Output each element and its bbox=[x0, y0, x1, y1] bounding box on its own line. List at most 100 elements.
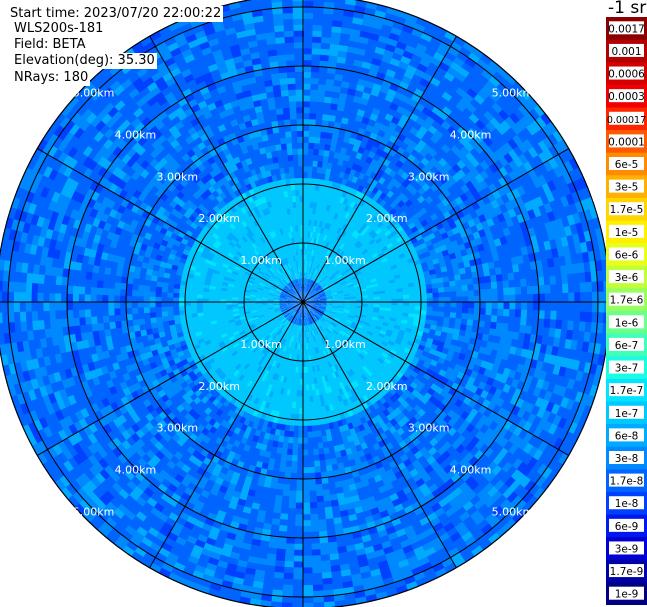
data-cell bbox=[306, 306, 312, 312]
data-cell bbox=[315, 489, 324, 497]
data-cell bbox=[310, 189, 316, 197]
data-cell bbox=[291, 219, 296, 227]
data-cell bbox=[360, 256, 368, 263]
data-cell bbox=[244, 312, 252, 317]
data-cell bbox=[293, 293, 299, 299]
data-cell bbox=[344, 297, 351, 300]
data-cell bbox=[252, 316, 259, 321]
data-cell bbox=[303, 283, 305, 291]
data-cell bbox=[329, 314, 336, 318]
data-cell bbox=[185, 317, 193, 323]
data-cell bbox=[329, 224, 335, 231]
data-cell bbox=[321, 405, 327, 413]
data-cell bbox=[261, 303, 268, 305]
data-cell bbox=[250, 288, 258, 293]
data-cell bbox=[286, 327, 291, 335]
data-cell bbox=[286, 340, 291, 348]
data-cell bbox=[375, 360, 383, 368]
data-cell bbox=[351, 265, 359, 271]
data-cell bbox=[230, 350, 238, 357]
data-cell bbox=[306, 291, 311, 298]
data-cell bbox=[243, 211, 251, 219]
data-cell bbox=[346, 226, 354, 234]
data-cell bbox=[271, 273, 277, 280]
data-cell bbox=[408, 305, 416, 311]
data-cell bbox=[346, 377, 354, 385]
data-cell bbox=[270, 244, 276, 251]
data-cell bbox=[311, 288, 317, 294]
data-cell bbox=[208, 248, 217, 255]
data-cell bbox=[287, 262, 292, 270]
data-cell bbox=[236, 275, 243, 280]
data-cell bbox=[336, 274, 343, 280]
data-cell bbox=[278, 275, 284, 281]
data-cell bbox=[350, 236, 357, 244]
data-cell bbox=[190, 289, 198, 295]
data-cell bbox=[285, 285, 291, 291]
data-cell bbox=[320, 317, 326, 323]
data-cell bbox=[317, 358, 321, 366]
data-cell bbox=[291, 348, 295, 355]
data-cell bbox=[336, 369, 342, 377]
data-cell bbox=[367, 302, 375, 305]
data-cell bbox=[221, 366, 229, 374]
data-cell bbox=[314, 304, 321, 308]
data-cell bbox=[295, 324, 299, 332]
data-cell bbox=[320, 233, 326, 241]
data-cell bbox=[291, 311, 297, 317]
data-cell bbox=[259, 345, 266, 353]
data-cell bbox=[317, 190, 323, 198]
data-cell bbox=[327, 416, 334, 424]
data-cell bbox=[324, 173, 331, 181]
data-cell bbox=[290, 310, 296, 316]
data-cell bbox=[195, 360, 203, 368]
data-cell bbox=[417, 271, 425, 278]
data-cell bbox=[373, 254, 381, 261]
data-cell bbox=[235, 321, 243, 327]
data-cell bbox=[190, 293, 198, 299]
data-cell bbox=[308, 297, 315, 300]
data-cell bbox=[198, 255, 207, 263]
data-cell bbox=[279, 306, 286, 309]
data-cell bbox=[267, 307, 275, 310]
data-cell bbox=[285, 257, 290, 264]
data-cell bbox=[394, 258, 402, 265]
data-cell bbox=[408, 290, 416, 296]
data-cell bbox=[318, 333, 323, 340]
data-cell bbox=[335, 357, 341, 364]
data-cell bbox=[401, 279, 409, 285]
data-cell bbox=[220, 295, 227, 300]
data-cell bbox=[394, 339, 402, 346]
data-cell bbox=[379, 373, 387, 381]
data-cell bbox=[263, 264, 270, 271]
data-cell bbox=[197, 315, 205, 321]
data-cell bbox=[315, 238, 320, 245]
data-cell bbox=[353, 316, 361, 321]
data-cell bbox=[295, 195, 300, 202]
data-cell bbox=[320, 338, 326, 345]
data-cell bbox=[203, 318, 211, 323]
data-cell bbox=[334, 327, 341, 333]
data-cell bbox=[300, 289, 302, 297]
data-cell bbox=[323, 417, 329, 425]
data-cell bbox=[267, 383, 273, 392]
data-cell bbox=[267, 336, 273, 343]
data-cell bbox=[390, 311, 398, 316]
data-cell bbox=[320, 173, 327, 181]
data-cell bbox=[354, 311, 362, 315]
data-cell bbox=[377, 366, 385, 374]
data-cell bbox=[341, 216, 348, 225]
data-cell bbox=[247, 279, 254, 284]
data-cell bbox=[262, 288, 270, 293]
data-cell bbox=[309, 366, 313, 373]
data-cell bbox=[293, 348, 297, 355]
data-cell bbox=[274, 348, 280, 356]
data-cell bbox=[342, 245, 349, 253]
data-cell bbox=[223, 322, 231, 328]
data-cell bbox=[245, 329, 252, 335]
data-cell bbox=[336, 312, 343, 317]
data-cell bbox=[279, 300, 286, 302]
data-cell bbox=[329, 340, 335, 347]
data-cell bbox=[310, 311, 315, 317]
data-cell bbox=[285, 305, 293, 309]
